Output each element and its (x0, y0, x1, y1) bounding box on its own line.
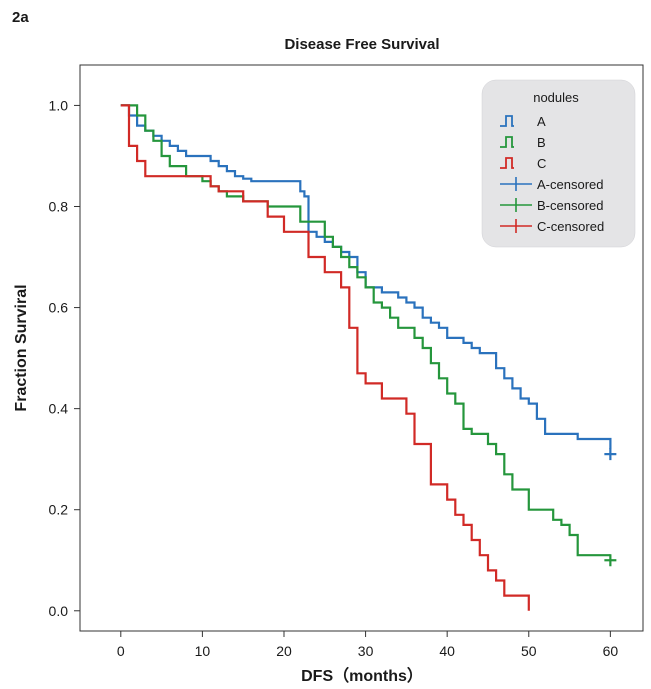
series-a-line (120, 104, 612, 450)
x-axis-label: DFS（months） (301, 667, 423, 685)
legend-label: C (537, 156, 546, 171)
x-tick-label: 50 (521, 643, 537, 659)
legend-label: C-censored (537, 219, 604, 234)
y-tick-label: 0.8 (49, 199, 69, 215)
legend: nodules ABC A-censored B-censored C-censore… (481, 79, 636, 248)
legend-step-icon (500, 157, 514, 169)
x-tick-label: 0 (117, 643, 125, 659)
x-tick-label: 40 (439, 643, 455, 659)
legend-title: nodules (533, 90, 579, 105)
legend-label: A-censored (537, 177, 603, 192)
legend-label: A (537, 114, 546, 129)
y-tick-label: 0.2 (49, 502, 69, 518)
plot-area (79, 64, 644, 632)
x-tick-label: 30 (358, 643, 374, 659)
panel-label: 2a (12, 9, 29, 26)
y-tick-label: 0.0 (49, 603, 69, 619)
y-tick-label: 0.6 (49, 300, 69, 316)
y-axis: 0.0 0.2 0.4 0.6 0.8 1.0 (49, 97, 80, 619)
series-c-line (120, 104, 530, 611)
legend-step-icon (500, 136, 514, 148)
y-axis-label: Fraction Surviral (13, 284, 30, 411)
x-tick-label: 60 (603, 643, 619, 659)
y-tick-label: 0.4 (49, 401, 69, 417)
x-axis: 0 10 20 30 40 50 60 (117, 631, 618, 659)
legend-label: B (537, 135, 546, 150)
y-tick-label: 1.0 (49, 97, 69, 113)
x-tick-label: 10 (195, 643, 211, 659)
series-b-line (120, 104, 611, 557)
chart-title: Disease Free Survival (284, 36, 439, 53)
x-tick-label: 20 (276, 643, 292, 659)
plot-border (79, 64, 644, 632)
series-layer (120, 104, 617, 611)
legend-label: B-censored (537, 198, 603, 213)
legend-entries: ABC A-censored B-censored C-censored (500, 114, 604, 234)
legend-step-icon (500, 115, 514, 127)
